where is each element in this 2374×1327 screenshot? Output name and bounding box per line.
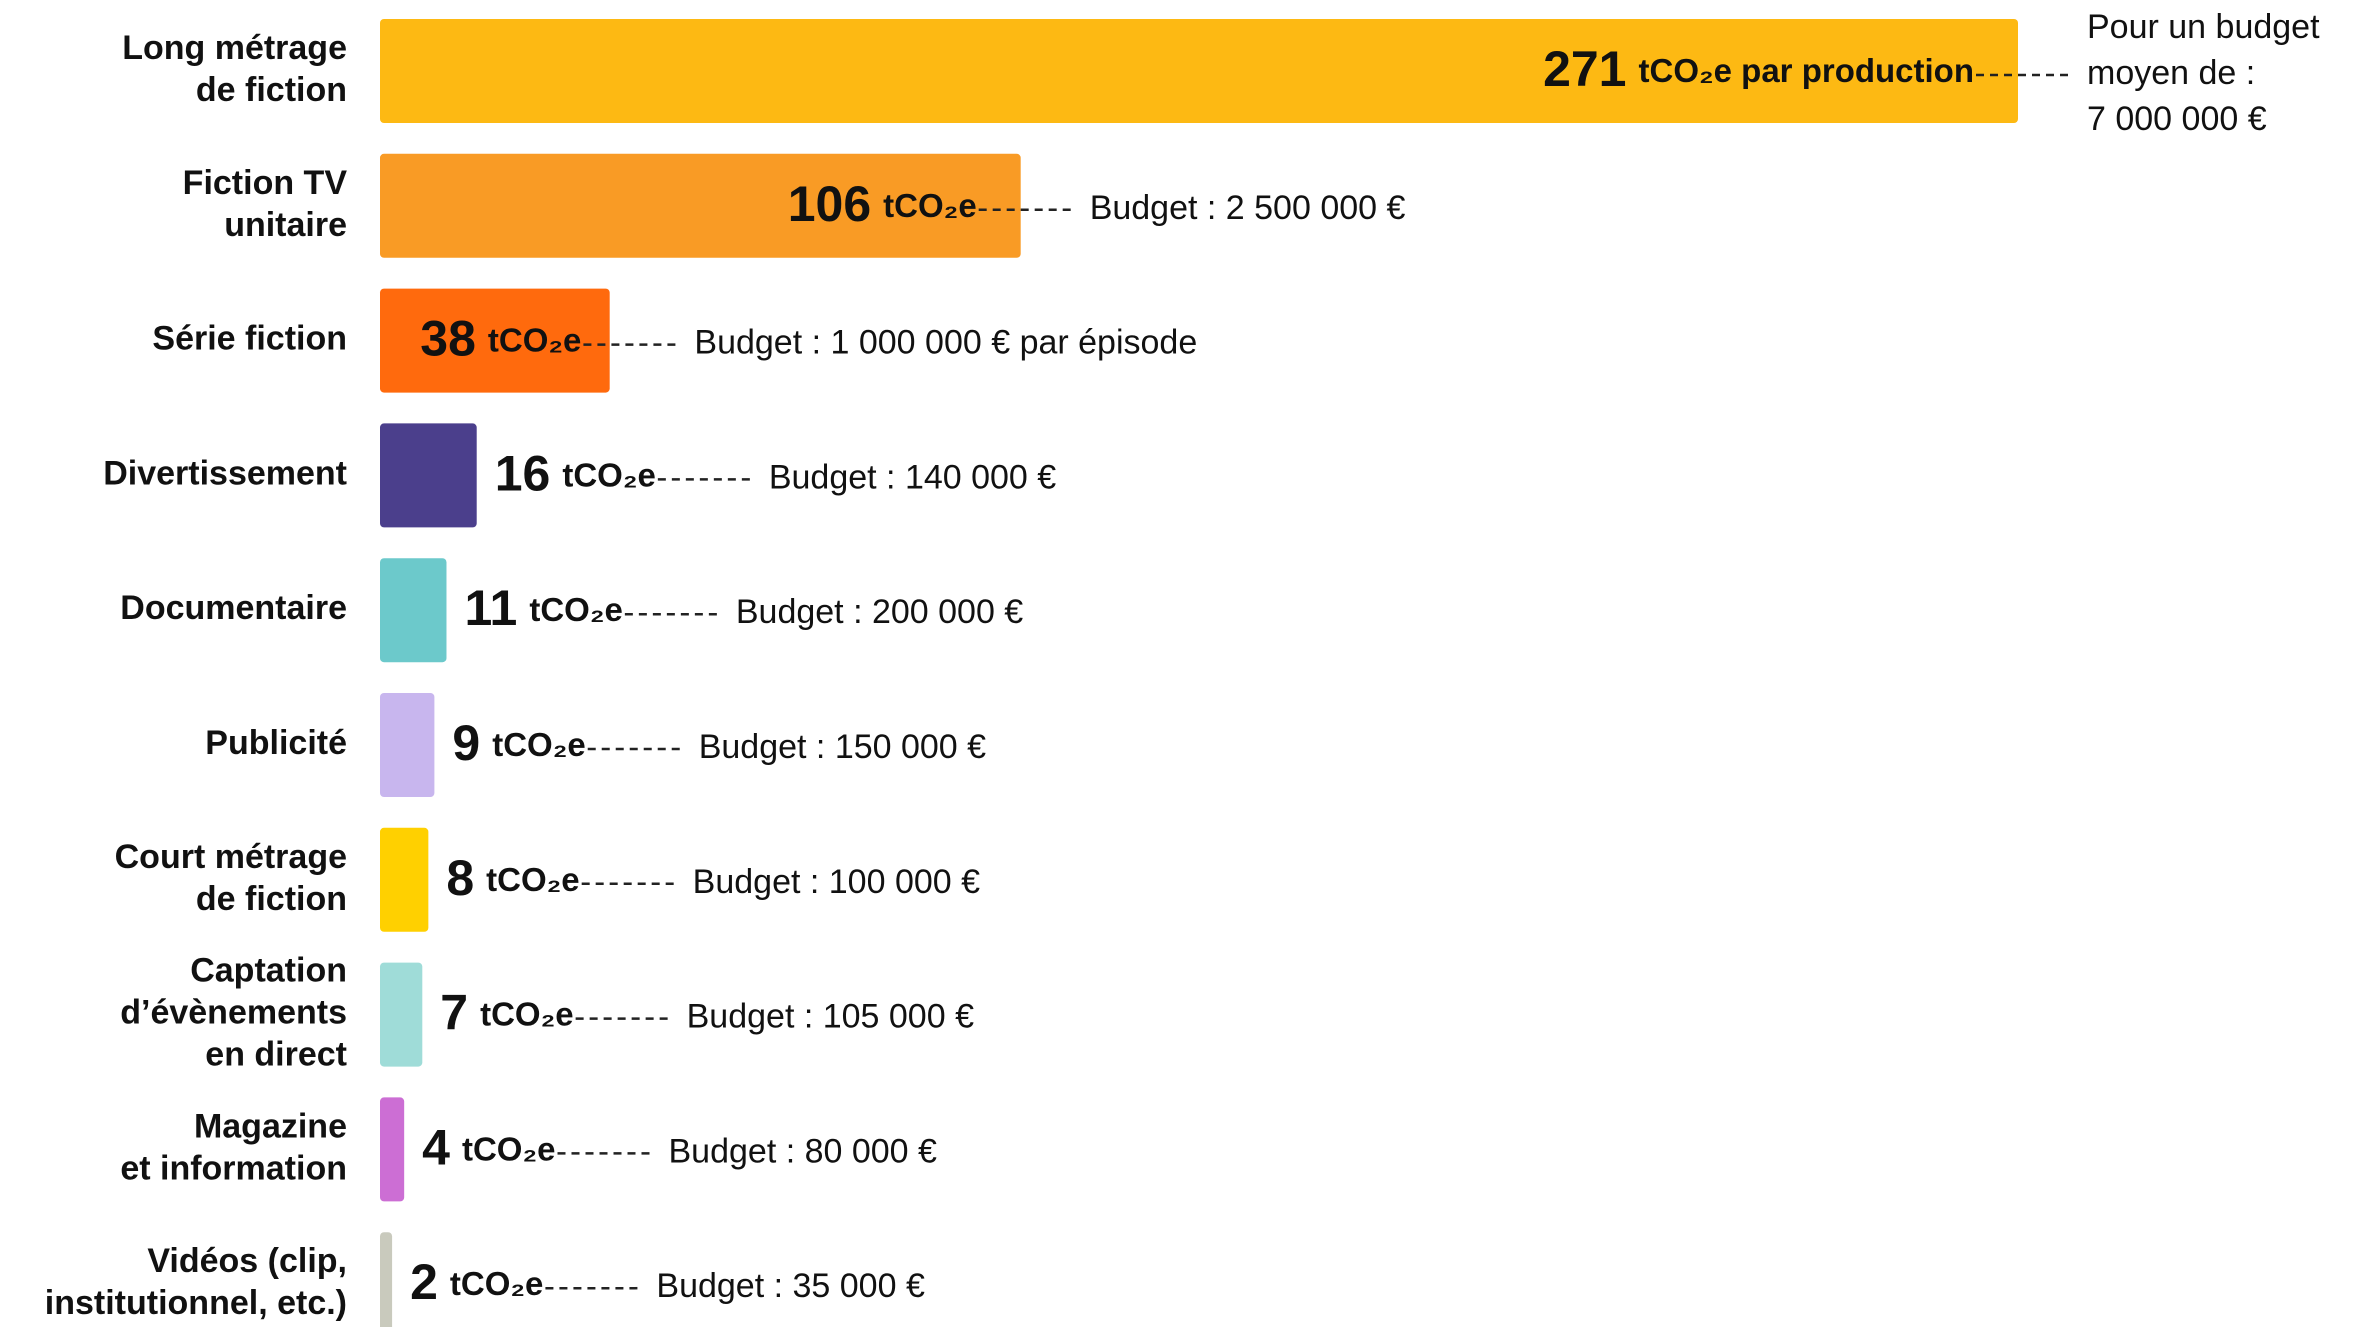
annotation: Budget : 100 000 € — [693, 863, 980, 901]
value-label: 9 tCO₂e — [452, 715, 585, 771]
value-label: 7 tCO₂e — [440, 985, 573, 1041]
value-unit: tCO₂e — [492, 726, 586, 763]
value-label: 4 tCO₂e — [422, 1120, 555, 1176]
bar — [380, 1097, 405, 1202]
value-number: 8 — [446, 850, 474, 906]
value-label: 2 tCO₂e — [410, 1254, 543, 1310]
annotation: Budget : 200 000 € — [736, 593, 1023, 631]
category-label: Magazine — [194, 1107, 347, 1145]
category-label: unitaire — [224, 206, 347, 244]
value-number: 271 — [1543, 41, 1626, 97]
category-label: Publicité — [205, 724, 347, 762]
value-label: 106 tCO₂e — [788, 176, 977, 232]
annotation: Budget : 1 000 000 € par épisode — [694, 324, 1197, 362]
annotation: Budget : 140 000 € — [769, 458, 1056, 496]
category-label: Vidéos (clip, — [147, 1242, 347, 1280]
value-number: 4 — [422, 1120, 450, 1176]
annotation: 7 000 000 € — [2087, 100, 2267, 138]
value-unit: tCO₂e — [450, 1265, 544, 1302]
category-label: Série fiction — [152, 320, 347, 358]
category-label: Long métrage — [122, 29, 347, 67]
value-label: 8 tCO₂e — [446, 850, 579, 906]
bar — [380, 288, 610, 393]
value-label: 38 tCO₂e — [420, 311, 581, 367]
category-label: Divertissement — [103, 454, 347, 492]
value-number: 106 — [788, 176, 871, 232]
annotation: moyen de : — [2087, 54, 2255, 92]
value-label: 16 tCO₂e — [495, 446, 656, 502]
value-unit: tCO₂e — [529, 591, 623, 628]
category-label: en direct — [205, 1036, 347, 1074]
value-number: 2 — [410, 1254, 438, 1310]
value-unit: tCO₂e — [883, 187, 977, 224]
value-unit: tCO₂e — [562, 456, 656, 493]
bar — [380, 19, 2018, 123]
bar — [380, 693, 435, 797]
category-label: Captation — [190, 952, 347, 990]
value-unit: tCO₂e — [486, 861, 580, 898]
value-number: 9 — [452, 715, 480, 771]
annotation: Pour un budget — [2087, 8, 2320, 46]
annotation: Budget : 2 500 000 € — [1090, 189, 1406, 227]
value-number: 7 — [440, 985, 468, 1041]
value-number: 16 — [495, 446, 551, 502]
annotation: Budget : 80 000 € — [669, 1132, 938, 1170]
annotation: Budget : 35 000 € — [656, 1267, 925, 1305]
annotation: Budget : 105 000 € — [687, 998, 974, 1036]
category-label: et information — [120, 1149, 347, 1187]
category-label: de fiction — [196, 880, 347, 918]
value-number: 38 — [420, 311, 476, 367]
value-unit: tCO₂e par production — [1639, 52, 1975, 89]
bar — [380, 1232, 393, 1327]
value-label: 11 tCO₂e — [464, 580, 622, 636]
category-label: d’évènements — [120, 994, 347, 1032]
bar — [380, 558, 447, 663]
value-unit: tCO₂e — [480, 995, 574, 1032]
bar — [380, 962, 423, 1067]
value-label: 271 tCO₂e par production — [1543, 41, 1974, 97]
annotation: Budget : 150 000 € — [699, 728, 986, 766]
category-label: Fiction TV — [183, 164, 348, 202]
bar — [380, 153, 1021, 258]
value-unit: tCO₂e — [462, 1130, 556, 1167]
value-number: 11 — [464, 580, 517, 636]
category-label: institutionnel, etc.) — [45, 1284, 347, 1322]
category-label: de fiction — [196, 71, 347, 109]
value-unit: tCO₂e — [488, 321, 582, 358]
category-label: Documentaire — [120, 589, 347, 627]
category-label: Court métrage — [115, 838, 347, 876]
bar — [380, 827, 429, 932]
bar — [380, 423, 477, 528]
